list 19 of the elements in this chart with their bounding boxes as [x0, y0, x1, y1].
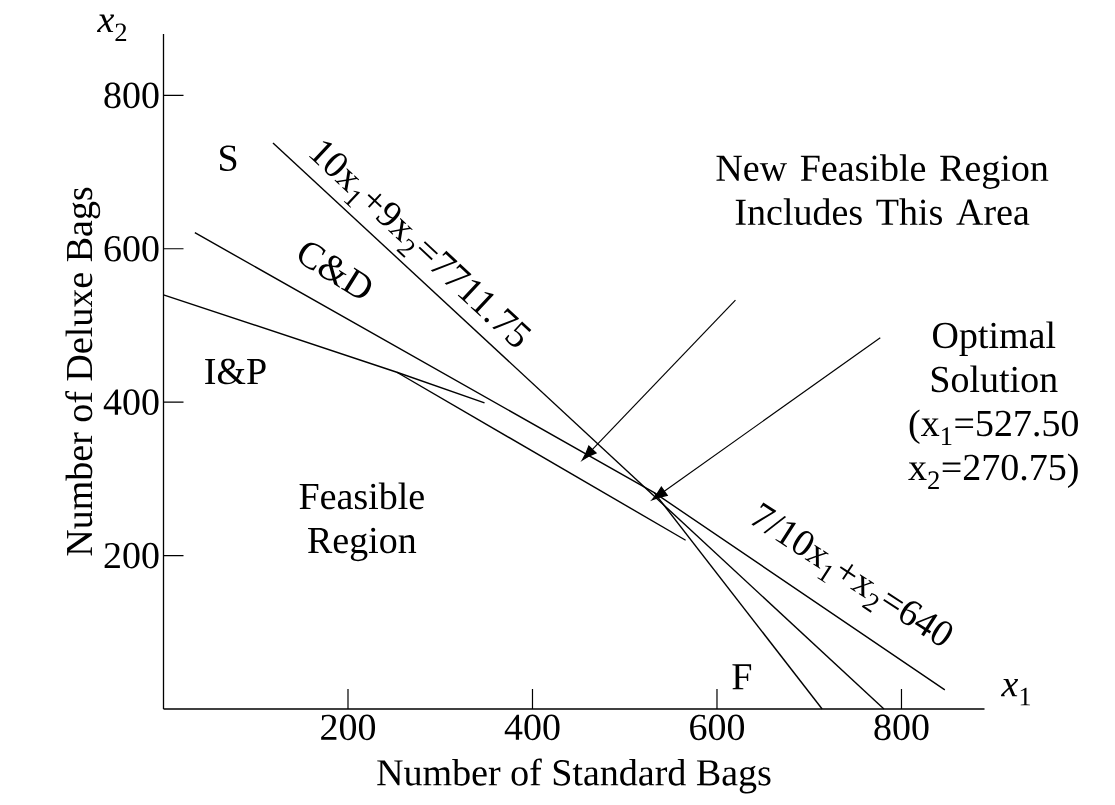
- y-tick-label: 600: [104, 235, 159, 262]
- x-tick-label: 600: [690, 714, 745, 741]
- annotation: Feasible Region: [299, 482, 424, 562]
- annotation: C&D: [299, 242, 372, 298]
- y-axis-title: Number of Deluxe Bags: [65, 187, 101, 556]
- y-tick-label: 200: [104, 542, 159, 569]
- x-tick-label: 800: [874, 714, 929, 741]
- annotation: New Feasible Region Includes This Area: [716, 154, 1049, 226]
- text: x$_{2}$: [96, 14, 127, 42]
- annotation: I&P: [205, 358, 266, 385]
- y-tick-label: 400: [103, 389, 159, 416]
- text: x$_{1}$: [1000, 678, 1031, 706]
- x-axis-title: Number of Standard Bags: [377, 758, 771, 794]
- y-tick-label: 800: [104, 82, 159, 109]
- x-tick-label: 200: [321, 714, 376, 741]
- x-tick-label: 400: [504, 714, 560, 741]
- annotation: S: [220, 145, 237, 172]
- annotation: F: [732, 664, 752, 690]
- annotation: Optimal Solution (x$_{1}$=527.50 x$_{2}$=270.75): [908, 321, 1078, 489]
